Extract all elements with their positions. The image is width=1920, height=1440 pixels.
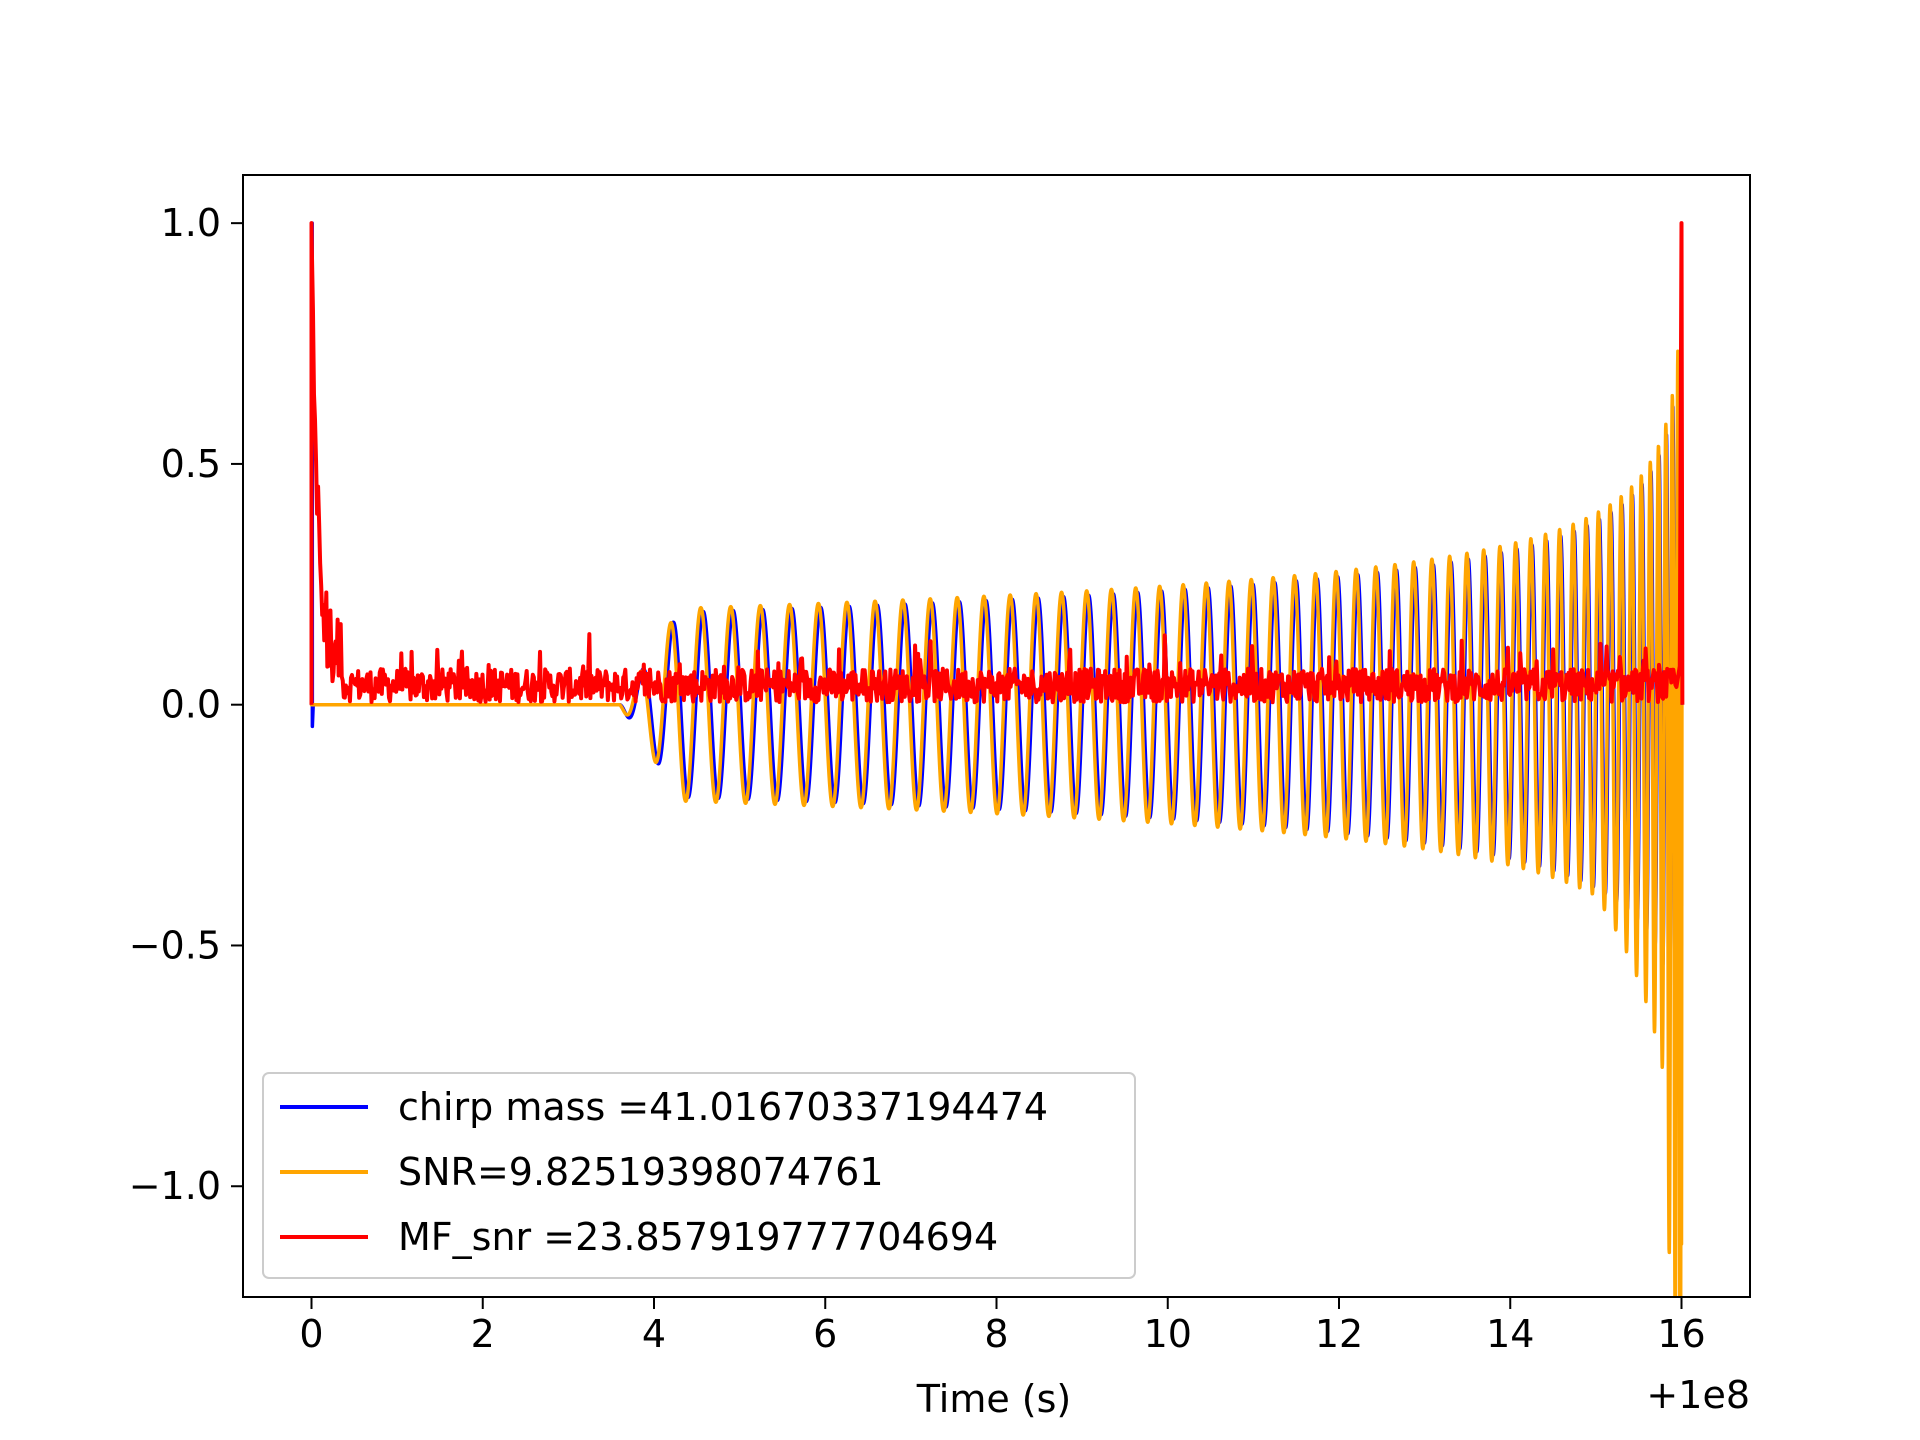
legend: chirp mass =41.01670337194474 SNR=9.82519… — [262, 1072, 1136, 1279]
x-tick-label: 12 — [1315, 1312, 1363, 1356]
ticks: 0 2 4 6 8 10 12 14 16 1.0 0.5 0.0 −0.5 −1.0 — [129, 201, 1706, 1356]
x-tick-label: 6 — [813, 1312, 837, 1356]
plot-area — [309, 221, 1685, 1297]
legend-box — [262, 1072, 1136, 1279]
x-tick-label: 14 — [1486, 1312, 1534, 1356]
x-axis-label: Time (s) — [916, 1377, 1072, 1421]
legend-label: SNR=9.82519398074761 — [398, 1150, 884, 1194]
y-tick-label: 0.5 — [161, 442, 221, 486]
x-tick-label: 4 — [642, 1312, 666, 1356]
x-tick-label: 2 — [471, 1312, 495, 1356]
x-tick-label: 0 — [299, 1312, 323, 1356]
x-tick-label: 8 — [984, 1312, 1008, 1356]
y-tick-label: −0.5 — [129, 923, 221, 967]
series-snr-line — [309, 349, 1684, 1297]
x-tick-label: 10 — [1144, 1312, 1192, 1356]
x-offset-label: +1e8 — [1646, 1373, 1750, 1417]
y-tick-label: 0.0 — [161, 683, 221, 727]
legend-label: MF_snr =23.857919777704694 — [398, 1215, 998, 1259]
x-tick-label: 16 — [1657, 1312, 1705, 1356]
y-tick-label: −1.0 — [129, 1164, 221, 1208]
series-mf-snr-line — [309, 221, 1685, 705]
y-tick-label: 1.0 — [161, 201, 221, 245]
series-group — [309, 221, 1685, 1297]
legend-label: chirp mass =41.01670337194474 — [398, 1085, 1048, 1129]
